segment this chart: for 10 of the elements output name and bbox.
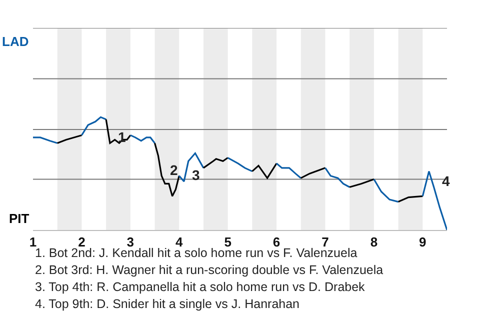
x-tick-label: 8 bbox=[370, 234, 378, 250]
text: PIT bbox=[9, 211, 30, 226]
text: LAD bbox=[2, 34, 29, 49]
annotation: 3 bbox=[192, 167, 200, 183]
text: 2. Bot 3rd: H. Wagner hit a run-scoring double vs F. Valenzuela bbox=[35, 263, 384, 277]
text: 4. Top 9th: D. Snider hit a single vs J. Hanrahan bbox=[35, 297, 300, 311]
x-tick-label: 1 bbox=[29, 234, 37, 250]
x-tick-label: 9 bbox=[419, 234, 426, 250]
text: 3. Top 4th: R. Campanella hit a solo home run vs D. Drabek bbox=[35, 280, 366, 294]
annotation: 2 bbox=[170, 162, 178, 178]
